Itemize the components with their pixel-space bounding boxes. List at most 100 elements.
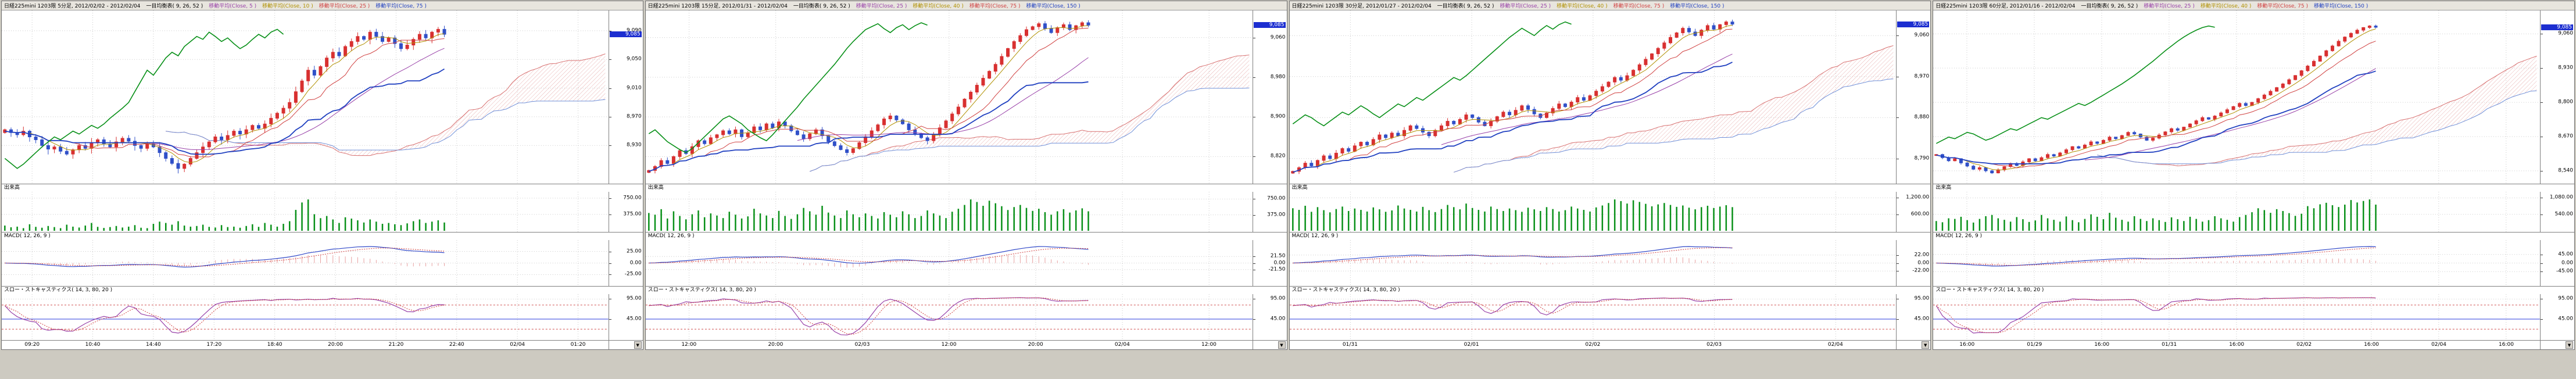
price-axis[interactable]: 9,085 9,060 8,930 8,800 8,670 8,540 xyxy=(2541,10,2574,184)
stoch-axis[interactable]: 95.00 45.00 xyxy=(609,294,643,340)
macd-axis[interactable]: 25.00 0.00 -25.00 xyxy=(609,240,643,286)
x-axis-label: 14:40 xyxy=(145,342,161,348)
price-chart-svg xyxy=(2,10,609,184)
stoch-plot[interactable] xyxy=(2,294,609,340)
stoch-chart-svg xyxy=(1933,294,2540,340)
stoch-axis[interactable]: 95.00 45.00 xyxy=(1897,294,1931,340)
x-axis-labels: 12:00 20:00 02/03 12:00 20:00 02/04 12:00 xyxy=(646,341,1253,349)
macd-axis[interactable]: 21.50 0.00 -21.50 xyxy=(1253,240,1287,286)
macd-plot[interactable] xyxy=(1289,240,1897,286)
volume-label: 出来高 xyxy=(1289,184,1931,192)
y-axis-label: 9,060 xyxy=(2558,30,2573,37)
y-axis-label: 8,970 xyxy=(626,113,642,120)
x-axis-label: 17:20 xyxy=(206,342,222,348)
price-section: 9,085 9,060 8,930 8,800 8,670 8,540 xyxy=(1933,10,2574,184)
price-axis[interactable]: 9,085 9,060 8,970 8,880 8,790 xyxy=(1897,10,1931,184)
x-axis-label: 18:40 xyxy=(267,342,282,348)
y-axis-label: 0.00 xyxy=(2561,260,2573,266)
y-axis-label: 375.00 xyxy=(1267,212,1286,218)
legend-item: 移動平均(Close, 75 ) xyxy=(2257,3,2308,9)
stoch-chart-svg xyxy=(645,294,1253,340)
stoch-plot[interactable] xyxy=(645,294,1253,340)
y-axis-label: 750.00 xyxy=(1267,195,1286,202)
stoch-label: スロー・ストキャスティクス( 14, 3, 80, 20 ) xyxy=(2,286,643,294)
panel-title: 日経225mini 1203限 30分足, 2012/01/27 - 2012/… xyxy=(1291,3,1432,9)
volume-label: 出来高 xyxy=(1933,184,2574,192)
macd-plot[interactable] xyxy=(2,240,609,286)
volume-plot[interactable] xyxy=(1933,192,2541,232)
legend-item: 一目均衡表( 9, 26, 52 ) xyxy=(2081,3,2138,9)
x-axis-labels: 09:20 10:40 14:40 17:20 18:40 20:00 21:20 22:40… xyxy=(2,341,609,349)
price-axis[interactable]: 9,085 9,060 8,980 8,900 8,820 xyxy=(1253,10,1287,184)
y-axis-label: -21.50 xyxy=(1268,266,1286,273)
macd-axis[interactable]: 22.00 0.00 -22.00 xyxy=(1897,240,1931,286)
stoch-section: 95.00 45.00 xyxy=(645,294,1287,340)
x-axis-label: 16:00 xyxy=(2499,342,2514,348)
volume-section: 1,200.00 600.00 xyxy=(1289,192,1931,232)
macd-plot[interactable] xyxy=(645,240,1253,286)
volume-axis[interactable]: 1,080.00 540.00 xyxy=(2541,192,2574,232)
price-plot[interactable] xyxy=(1289,10,1897,184)
stoch-axis[interactable]: 95.00 45.00 xyxy=(2541,294,2574,340)
y-axis-tick xyxy=(609,214,611,215)
panel-header: 日経225mini 1203限 5分足, 2012/02/02 - 2012/0… xyxy=(2,1,643,10)
y-axis-label: 0.00 xyxy=(629,260,642,266)
y-axis-tick xyxy=(609,59,611,60)
price-plot[interactable] xyxy=(645,10,1253,184)
macd-chart-svg xyxy=(2,240,609,286)
x-axis-label: 16:00 xyxy=(2364,342,2380,348)
x-axis-label: 16:00 xyxy=(2229,342,2245,348)
x-axis-labels: 01/31 02/01 02/02 02/03 02/04 xyxy=(1290,341,1897,349)
y-axis-tick xyxy=(609,88,611,89)
y-axis-label: 45.00 xyxy=(2558,251,2573,258)
scroll-down-button[interactable]: ▼ xyxy=(2566,341,2573,349)
indicator-legend: 一目均衡表( 9, 26, 52 ) 移動平均(Close, 25 ) 移動平均(C… xyxy=(793,2,1081,9)
stoch-axis[interactable]: 95.00 45.00 xyxy=(1253,294,1287,340)
x-axis-label: 02/02 xyxy=(1585,342,1601,348)
x-axis: 16:00 01/29 16:00 01/31 16:00 02/02 16:00 02/04… xyxy=(1933,340,2574,349)
volume-axis[interactable]: 1,200.00 600.00 xyxy=(1897,192,1931,232)
chart-panel: 日経225mini 1203限 15分足, 2012/01/31 - 2012/… xyxy=(645,1,1287,350)
volume-label: 出来高 xyxy=(2,184,643,192)
y-axis-tick xyxy=(2541,68,2543,69)
y-axis-tick xyxy=(1897,117,1899,119)
y-axis-label: 8,670 xyxy=(2558,133,2573,140)
price-axis[interactable]: 9,085 9,090 9,050 9,010 8,970 8,930 xyxy=(609,10,643,184)
price-plot[interactable] xyxy=(1933,10,2541,184)
volume-axis[interactable]: 750.00 375.00 xyxy=(1253,192,1287,232)
legend-item: 一目均衡表( 9, 26, 52 ) xyxy=(146,3,203,9)
panel-title: 日経225mini 1203限 5分足, 2012/02/02 - 2012/0… xyxy=(4,3,141,9)
scroll-down-button[interactable]: ▼ xyxy=(1922,341,1930,349)
macd-axis[interactable]: 45.00 0.00 -45.00 xyxy=(2541,240,2574,286)
stoch-section: 95.00 45.00 xyxy=(1289,294,1931,340)
y-axis-label: 375.00 xyxy=(623,211,642,217)
volume-section: 750.00 375.00 xyxy=(645,192,1287,232)
volume-plot[interactable] xyxy=(1289,192,1897,232)
indicator-legend: 一目均衡表( 9, 26, 52 ) 移動平均(Close, 5 ) 移動平均(Cl… xyxy=(146,2,426,9)
y-axis-label: 8,970 xyxy=(1914,73,1930,80)
stoch-chart-svg xyxy=(2,294,609,340)
scroll-down-button[interactable]: ▼ xyxy=(634,341,642,349)
stoch-plot[interactable] xyxy=(1933,294,2541,340)
price-plot[interactable] xyxy=(2,10,609,184)
x-axis-label: 20:00 xyxy=(328,342,344,348)
last-price-box: 9,085 xyxy=(1253,22,1286,28)
macd-label: MACD( 12, 26, 9 ) xyxy=(2,232,643,240)
x-axis-label: 20:00 xyxy=(1028,342,1043,348)
y-axis-tick xyxy=(2541,263,2543,264)
volume-plot[interactable] xyxy=(645,192,1253,232)
volume-axis[interactable]: 750.00 375.00 xyxy=(609,192,643,232)
macd-plot[interactable] xyxy=(1933,240,2541,286)
volume-plot[interactable] xyxy=(2,192,609,232)
x-axis-label: 02/04 xyxy=(2431,342,2446,348)
y-axis-label: 8,880 xyxy=(1914,114,1930,120)
y-axis-label: 750.00 xyxy=(623,195,642,201)
y-axis-label: 9,050 xyxy=(626,56,642,62)
scroll-down-button[interactable]: ▼ xyxy=(1278,341,1286,349)
y-axis-label: -25.00 xyxy=(624,271,642,277)
y-axis-tick xyxy=(2541,271,2543,273)
stoch-plot[interactable] xyxy=(1289,294,1897,340)
y-axis-tick xyxy=(1897,35,1899,37)
legend-item: 移動平均(Close, 10 ) xyxy=(262,3,313,9)
x-axis: 09:20 10:40 14:40 17:20 18:40 20:00 21:20 22:40… xyxy=(2,340,643,349)
